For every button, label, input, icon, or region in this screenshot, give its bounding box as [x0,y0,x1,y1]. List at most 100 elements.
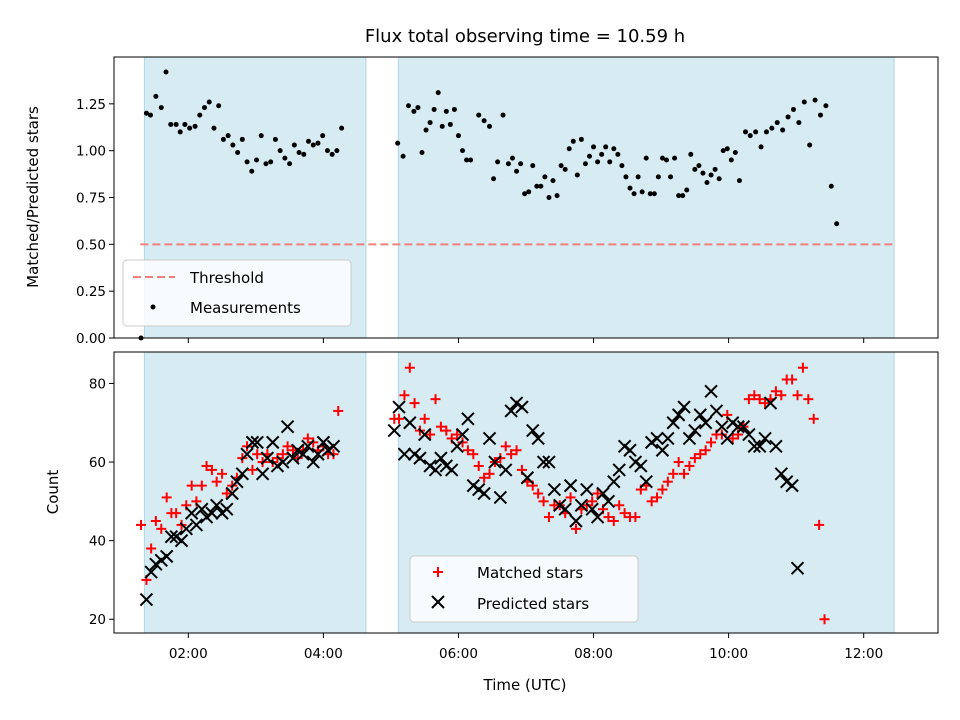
predicted-star-point [720,431,734,446]
matched-star-point [201,460,212,471]
measurement-point [758,144,764,150]
measurement-point [684,187,690,193]
measurement-point [780,127,786,133]
predicted-star-point [504,404,518,418]
measurement-point [530,163,536,169]
matched-star-point [587,496,598,507]
matched-star-point [468,449,479,460]
measurement-point [487,123,493,129]
measurement-point [163,69,169,75]
measurement-point [464,157,470,163]
x-tick-label: 12:00 [844,646,883,662]
measurement-point [668,174,674,180]
matched-star-point [614,500,625,511]
predicted-star-point [276,455,290,469]
matched-star-point [727,433,738,444]
measurement-point [659,155,665,161]
measurement-point [736,178,742,184]
y-tick-label: 80 [89,376,106,392]
matched-star-point [161,492,172,503]
x-tick-label: 04:00 [304,646,343,662]
measurement-point [582,161,588,167]
matched-star-point [619,508,630,519]
measurement-point [258,133,264,139]
matched-star-point [716,429,727,440]
predicted-star-point [482,431,497,446]
measurement-point [550,178,556,184]
matched-star-point [646,496,657,507]
matched-star-point [543,512,554,523]
measurement-point [514,168,520,174]
matched-star-point [792,390,803,401]
y-tick-label: 1.00 [76,144,106,160]
measurement-point [427,120,433,126]
predicted-star-point [547,482,562,497]
legend-threshold-label: Threshold [189,269,264,287]
matched-star-point [592,488,603,499]
chart-title: Flux total observing time = 10.59 h [365,26,685,47]
predicted-star-point [499,463,513,477]
top-panel: 0.00 0.25 0.50 0.75 1.00 1.25 [76,56,939,347]
predicted-star-point [688,423,702,438]
predicted-star-point [655,443,670,457]
matched-star-point [221,488,232,499]
measurement-point [468,157,474,163]
matched-star-point [146,543,157,554]
matched-star-point [538,496,549,507]
bottom-legend: Matched stars Predicted stars [409,555,639,623]
measurement-point [720,148,726,154]
predicted-star-point [444,463,459,477]
predicted-star-point [709,404,724,418]
matched-star-point [457,437,468,448]
measurement-point [287,161,293,167]
matched-star-point [749,390,760,401]
measurement-point [591,144,597,150]
matched-star-point [211,476,222,487]
measurement-point [619,163,625,169]
predicted-star-point [682,431,697,446]
predicted-star-point [296,447,310,461]
matched-star-point [282,441,293,452]
y-tick-label: 60 [89,455,106,471]
predicted-star-point [607,474,621,489]
measurement-point [239,136,245,142]
measurement-point [676,193,682,199]
matched-star-point [277,449,288,460]
predicted-star-point [403,416,417,430]
measurement-point [546,195,552,200]
predicted-star-point [677,400,691,414]
matched-star-point [196,480,207,491]
measurement-point [603,144,609,150]
measurement-point [518,161,524,167]
measurement-point [542,174,548,180]
top-y-axis-label: Matched/Predicted stars [24,106,42,288]
predicted-star-point [164,530,179,544]
y-tick-label: 0.75 [76,191,106,207]
matched-star-point [808,413,819,424]
predicted-star-point [715,419,729,434]
predicted-star-point [790,561,805,575]
predicted-star-point [179,522,193,536]
predicted-star-point [704,384,718,399]
predicted-star-point [184,506,199,520]
measurement-point [743,129,749,135]
measurement-point [558,163,564,169]
measurement-point [570,138,576,144]
measurement-point [310,142,316,148]
predicted-star-point [580,482,594,497]
measurement-point [476,112,482,118]
measurement-point [774,120,780,126]
matched-star-point [302,433,313,444]
matched-star-point [328,449,339,460]
measurement-point [763,129,769,135]
matched-star-point [652,492,663,503]
measurement-point [785,114,791,120]
measurement-point [790,106,796,112]
matched-star-point [495,453,506,464]
measurement-point [244,159,250,165]
matched-star-point [760,398,771,409]
predicted-star-point [255,467,270,481]
measurement-point [395,140,401,146]
predicted-star-point [209,498,224,512]
measurement-point [211,125,217,131]
